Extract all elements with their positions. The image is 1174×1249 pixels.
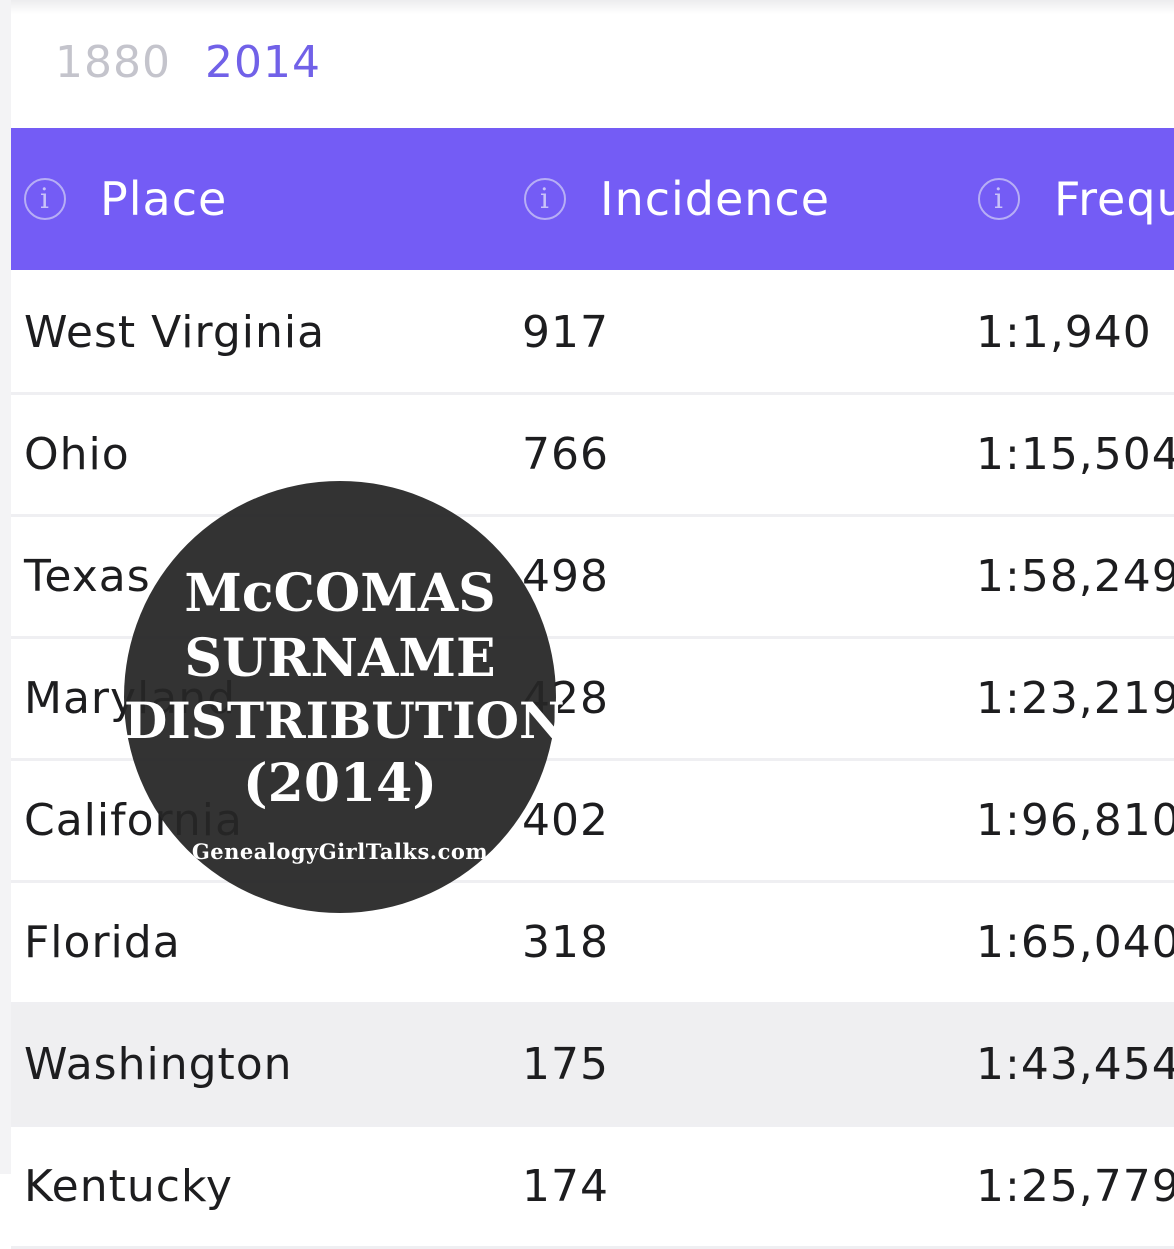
year-tabs: 1880 2014 [55, 34, 321, 90]
tab-1880[interactable]: 1880 [55, 36, 171, 88]
column-header-label: Incidence [600, 172, 831, 226]
cell-place: Washington [24, 1039, 293, 1090]
badge-title-line: SURNAME [184, 628, 496, 689]
badge-year: (2014) [243, 753, 437, 814]
info-icon[interactable]: i [524, 178, 566, 220]
tab-2014[interactable]: 2014 [204, 36, 321, 88]
cell-incidence: 498 [522, 551, 609, 602]
cell-incidence: 917 [522, 307, 609, 358]
left-rail [0, 0, 11, 1174]
cell-place: Texas [24, 551, 151, 602]
cell-frequency: 1:96,810 [976, 795, 1174, 846]
table-row[interactable]: Kentucky 174 1:25,779 [11, 1127, 1174, 1249]
cell-incidence: 318 [522, 917, 609, 968]
table-header: i Place i Incidence i Frequ [11, 128, 1174, 270]
cell-place: Florida [24, 917, 181, 968]
cell-incidence: 402 [522, 795, 609, 846]
cell-incidence: 766 [522, 429, 609, 480]
cell-incidence: 174 [522, 1161, 609, 1212]
cell-frequency: 1:1,940 [976, 307, 1152, 358]
table-row[interactable]: Ohio 766 1:15,504 [11, 395, 1174, 517]
column-header-place[interactable]: i Place [24, 128, 227, 270]
cell-place: Kentucky [24, 1161, 233, 1212]
top-shadow [11, 0, 1174, 14]
table-row-highlighted[interactable]: Washington 175 1:43,454 [11, 1005, 1174, 1127]
info-icon[interactable]: i [24, 178, 66, 220]
column-header-label: Place [100, 172, 228, 226]
column-header-frequency[interactable]: i Frequ [978, 128, 1174, 270]
cell-frequency: 1:15,504 [976, 429, 1174, 480]
cell-place: West Virginia [24, 307, 326, 358]
cell-frequency: 1:58,249 [976, 551, 1174, 602]
badge-site-url: GenealogyGirlTalks.com [191, 839, 489, 864]
cell-frequency: 1:43,454 [976, 1039, 1174, 1090]
cell-place: Ohio [24, 429, 130, 480]
table-row[interactable]: West Virginia 917 1:1,940 [11, 273, 1174, 395]
info-icon[interactable]: i [978, 178, 1020, 220]
column-header-incidence[interactable]: i Incidence [524, 128, 830, 270]
cell-frequency: 1:23,219 [976, 673, 1174, 724]
cell-incidence: 175 [522, 1039, 609, 1090]
table-row[interactable]: Florida 318 1:65,040 [11, 883, 1174, 1005]
badge-title-line: DISTRIBUTION [124, 691, 565, 750]
watermark-badge: McCOMAS SURNAME DISTRIBUTION (2014) Gene… [124, 481, 565, 913]
cell-frequency: 1:65,040 [976, 917, 1174, 968]
badge-title-line: McCOMAS [184, 563, 496, 624]
cell-frequency: 1:25,779 [976, 1161, 1174, 1212]
column-header-label: Frequ [1054, 172, 1174, 226]
